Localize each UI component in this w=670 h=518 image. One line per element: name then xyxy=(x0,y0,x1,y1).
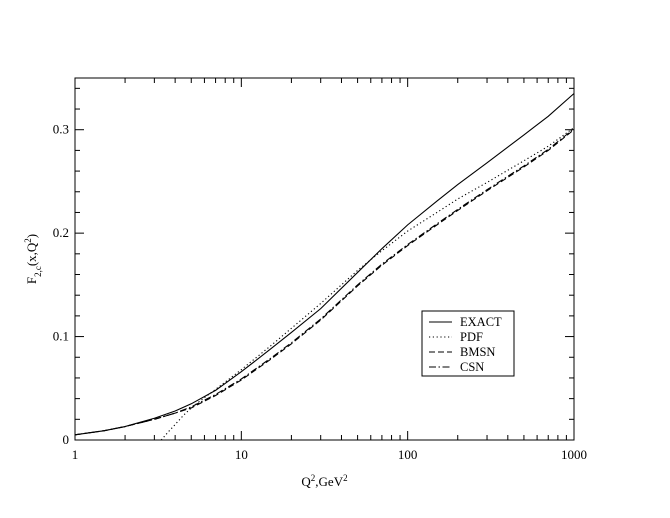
x-tick-label: 1 xyxy=(72,447,79,462)
legend-label-csn: CSN xyxy=(460,360,484,374)
series-lines xyxy=(74,93,575,441)
x-axis-label-sup1: 2 xyxy=(311,473,316,483)
x-tick-label: 1000 xyxy=(561,447,587,462)
y-tick-label: 0.1 xyxy=(53,329,69,344)
axis-ticks xyxy=(74,78,575,441)
x-axis-label-base: Q xyxy=(301,474,311,489)
x-axis-label-mid: ,GeV xyxy=(315,474,343,489)
y-axis-label-mid: (x,Q xyxy=(24,242,39,266)
legend-label-bmsn: BMSN xyxy=(460,345,495,359)
x-tick-label: 10 xyxy=(235,447,248,462)
series-line-pdf xyxy=(160,127,575,441)
x-tick-label: 100 xyxy=(398,447,418,462)
y-axis-label-sup: 2 xyxy=(23,238,33,243)
y-axis-label-end: ) xyxy=(24,234,39,238)
tick-labels: 1 10 100 1000 0 0.1 0.2 0.3 xyxy=(53,122,587,462)
legend: EXACT PDF BMSN CSN xyxy=(421,310,515,377)
legend-label-pdf: PDF xyxy=(460,330,483,344)
y-tick-label: 0 xyxy=(63,432,70,447)
series-line-csn xyxy=(74,128,575,436)
x-axis-label: Q2,GeV2 xyxy=(301,473,347,489)
x-axis-label-sup2: 2 xyxy=(343,473,348,483)
plot-frame xyxy=(74,77,575,441)
series-line-bmsn xyxy=(74,129,575,436)
y-tick-label: 0.3 xyxy=(53,122,69,137)
y-axis-label-sub: 2,c xyxy=(33,266,43,277)
legend-label-exact: EXACT xyxy=(460,315,502,329)
y-axis-label-base: F xyxy=(24,277,39,284)
series-line-exact xyxy=(74,93,575,436)
y-tick-label: 0.2 xyxy=(53,225,69,240)
y-axis-label: F2,c(x,Q2) xyxy=(23,234,43,284)
